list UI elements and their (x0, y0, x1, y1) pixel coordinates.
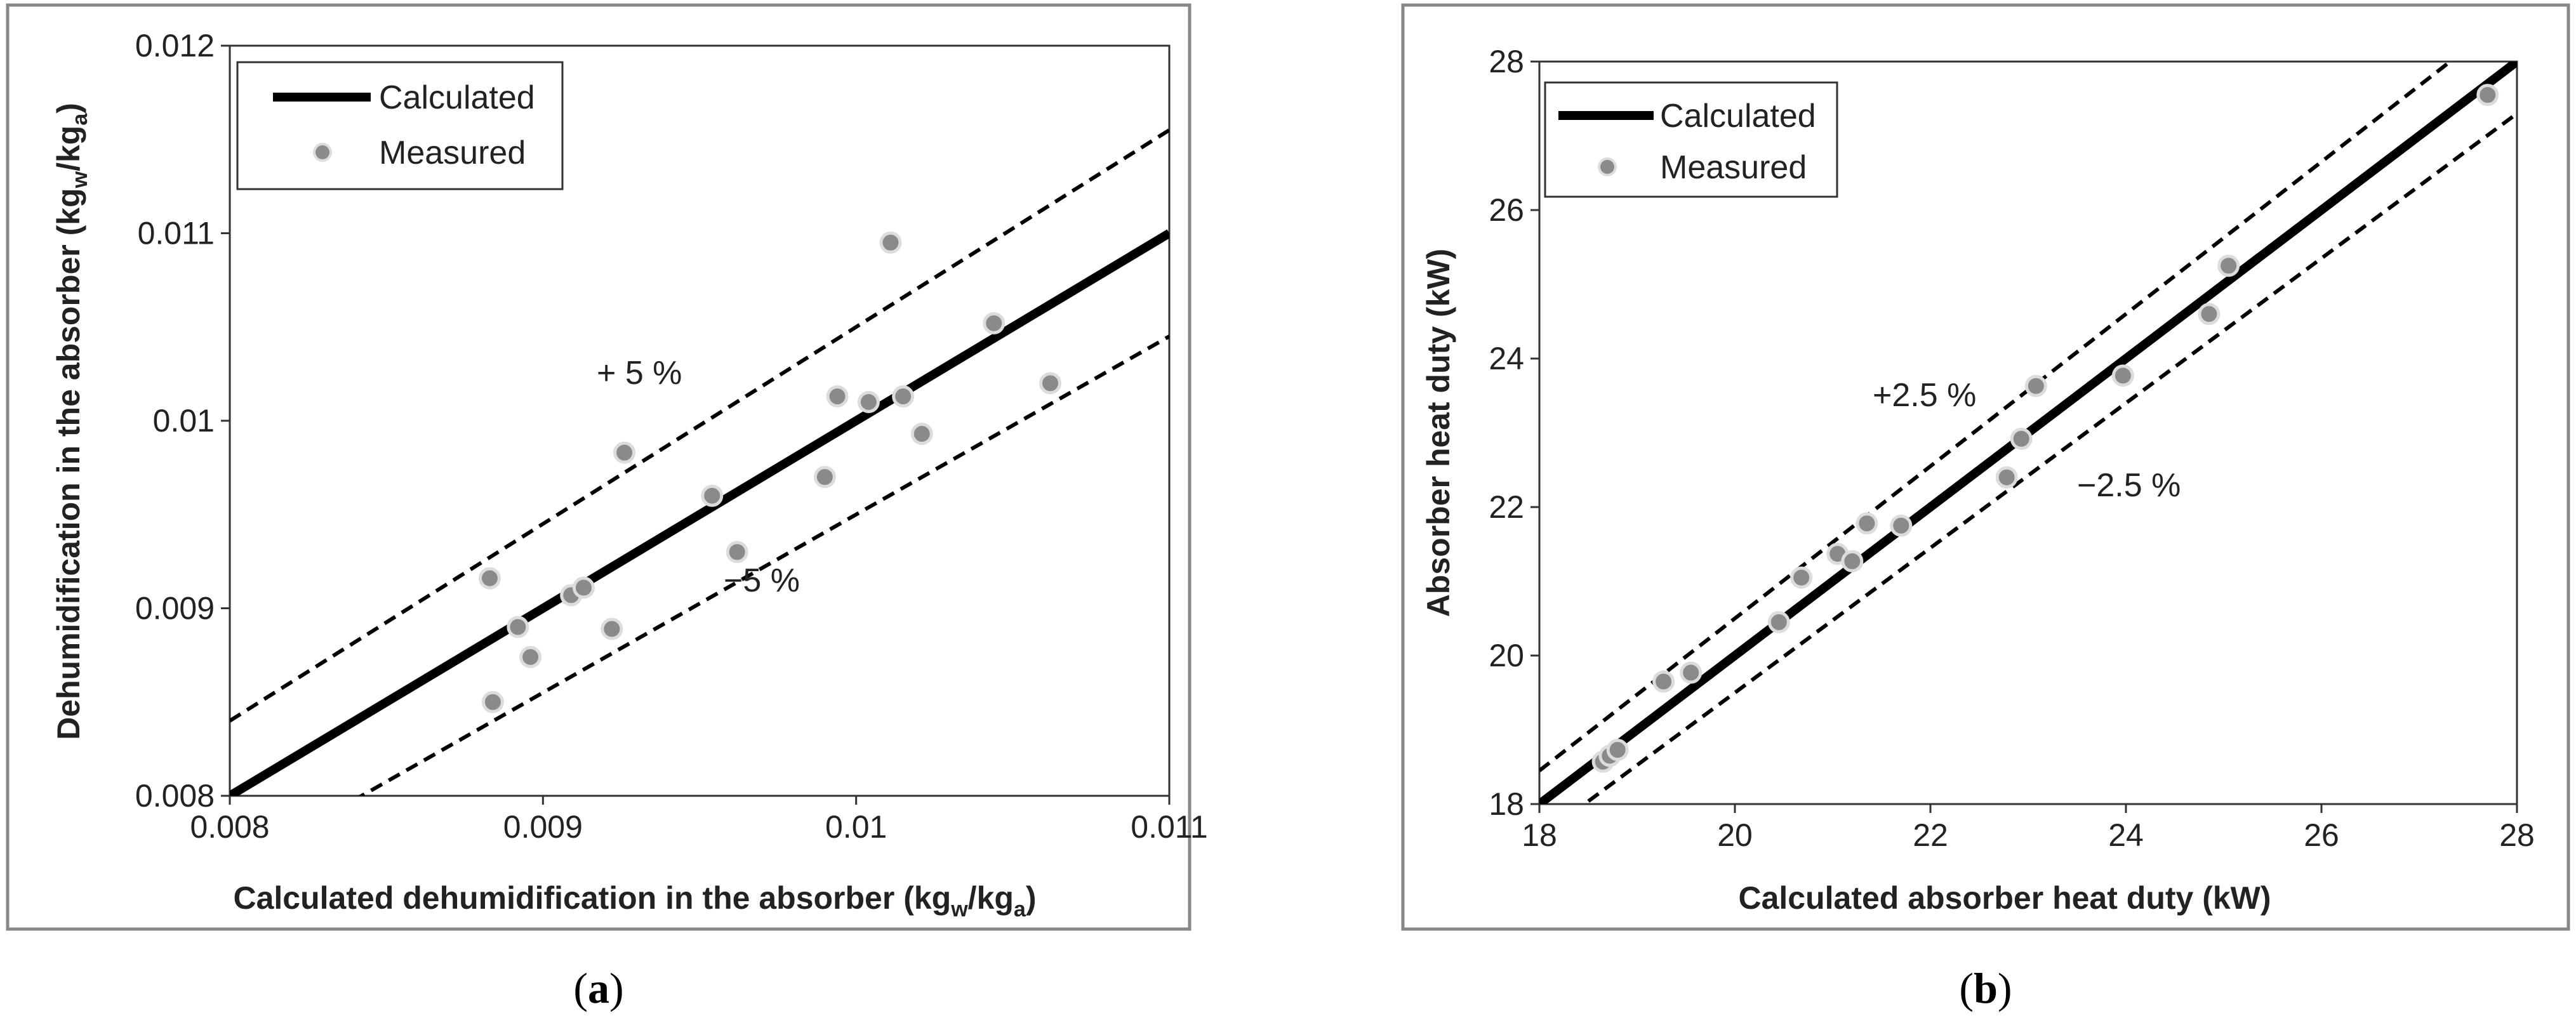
measured-point (1841, 550, 1864, 572)
legend-b-measured-label: Measured (1660, 149, 1807, 186)
x-tick-label: 18 (1522, 817, 1557, 853)
measured-point (572, 576, 595, 599)
measured-point (826, 385, 849, 408)
y-tick-label: 20 (1489, 638, 1524, 673)
panel-b-frame (1401, 3, 2570, 931)
measured-point (2111, 364, 2134, 387)
y-tick-label: 0.009 (135, 591, 215, 626)
measured-point (983, 312, 1006, 334)
panel-a-xlabel: Calculated dehumidification in the absor… (234, 880, 1037, 921)
x-tick-label: 28 (2499, 817, 2535, 853)
measured-point (813, 466, 836, 489)
x-tick-label: 24 (2108, 817, 2144, 853)
y-tick-label: 22 (1489, 489, 1524, 525)
x-tick-label: 0.009 (503, 809, 583, 845)
minus-band-line (1581, 112, 2517, 804)
panel-a-points (478, 231, 1062, 713)
minus-band-label: −5 % (724, 562, 800, 599)
plus-band-label: + 5 % (597, 355, 682, 392)
panel-a-ylabel: Dehumidification in the absorber (kgw/kg… (51, 103, 92, 740)
y-tick-label: 24 (1489, 341, 1524, 376)
measured-point (507, 616, 529, 638)
measured-point (857, 390, 880, 413)
measured-point (1856, 512, 1878, 535)
legend-measured-label: Measured (379, 135, 526, 171)
minus-band-line (357, 334, 1169, 796)
calculated-line (230, 229, 1169, 796)
panel-b: 18 20 22 24 26 28 18 20 22 24 26 28 Calculated Meas… (1421, 44, 2535, 916)
measured-point (879, 231, 902, 254)
panel-b-points (1591, 84, 2499, 773)
panel-a-legend: Calculated Measured (236, 61, 564, 190)
x-tick-label: 26 (2304, 817, 2339, 853)
measured-point (2198, 303, 2221, 326)
measured-point (1606, 739, 1629, 762)
y-tick-label: 0.008 (135, 778, 215, 814)
y-tick-label: 26 (1489, 192, 1524, 228)
measured-point (1890, 514, 1913, 537)
panel-b-plot-area (1538, 60, 2518, 805)
measured-point (701, 484, 724, 507)
y-tick-label: 0.011 (138, 216, 215, 251)
measured-point (1680, 661, 1703, 684)
x-tick-label: 0.011 (1131, 809, 1207, 845)
panel-b-ticks: 18 20 22 24 26 28 18 20 22 24 26 28 (1489, 44, 2534, 853)
y-tick-label: 18 (1489, 786, 1524, 822)
measured-point (1767, 610, 1790, 633)
measured-point (2476, 84, 2499, 107)
caption-b: (b) (1959, 964, 2012, 1012)
measured-point (2010, 427, 2033, 450)
x-tick-label: 22 (1913, 817, 1948, 853)
x-tick-label: 0.008 (190, 809, 269, 845)
plus-band-label-b: +2.5 % (1873, 377, 1976, 414)
panel-a-ticks: 0.008 0.009 0.01 0.011 0.008 0.009 0.01 0.011 0.… (135, 28, 1208, 845)
measured-point (1652, 670, 1675, 693)
x-tick-label: 20 (1717, 817, 1753, 853)
legend-calculated-label: Calculated (379, 79, 535, 116)
y-tick-label: 0.01 (153, 403, 215, 439)
legend-b-calculated-label: Calculated (1660, 98, 1816, 135)
measured-point (481, 690, 504, 713)
panel-b-ylabel: Absorber heat duty (kW) (1421, 249, 1456, 617)
panel-a-legend-box (236, 61, 564, 190)
panel-a-lines (230, 128, 1169, 796)
panel-b-legend: Calculated Measured (1544, 81, 1838, 198)
measured-point (2024, 374, 2047, 397)
measured-point (613, 441, 636, 464)
y-tick-label: 0.012 (135, 28, 215, 63)
legend-b-measured-marker (1598, 157, 1617, 176)
measured-point (1790, 566, 1813, 589)
y-tick-label: 28 (1489, 44, 1524, 79)
panel-b-legend-box (1544, 81, 1838, 198)
caption-a: (a) (573, 964, 623, 1012)
measured-point (478, 567, 501, 590)
measured-point (726, 541, 748, 564)
measured-point (1995, 466, 2018, 489)
measured-point (910, 423, 933, 446)
measured-point (2217, 254, 2240, 277)
plus-band-line (230, 128, 1169, 723)
x-tick-label: 0.01 (825, 809, 887, 845)
panel-a: 0.008 0.009 0.01 0.011 0.008 0.009 0.01 0.011 0.… (51, 28, 1208, 921)
minus-band-label-b: −2.5 % (2077, 467, 2181, 504)
measured-point (892, 385, 915, 408)
measured-point (519, 645, 542, 668)
panel-b-xlabel: Calculated absorber heat duty (kW) (1738, 880, 2271, 916)
measured-point (1039, 372, 1062, 395)
panel-a-frame (6, 3, 1192, 931)
legend-measured-marker (313, 143, 332, 162)
measured-point (601, 617, 623, 640)
